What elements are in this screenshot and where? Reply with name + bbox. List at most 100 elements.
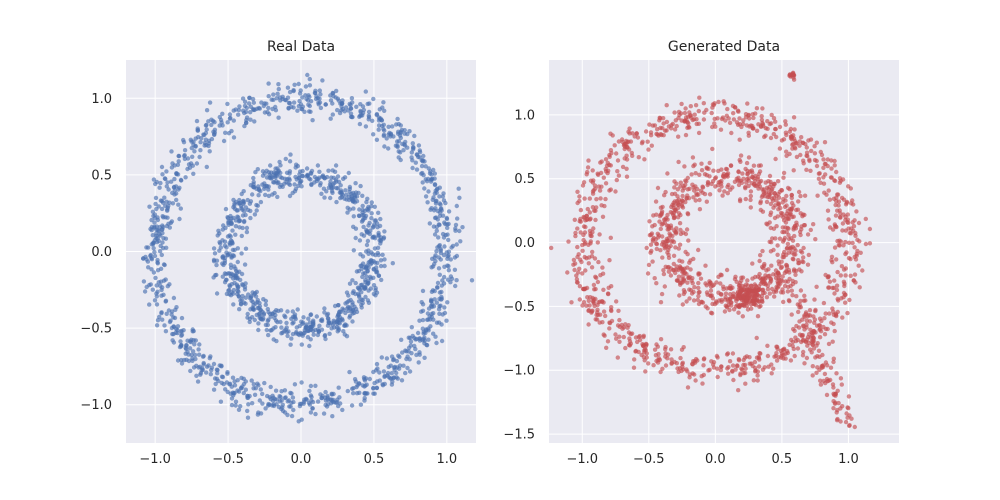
scatter-point	[701, 372, 706, 378]
scatter-point	[303, 93, 308, 98]
scatter-point	[716, 99, 721, 105]
scatter-point	[806, 340, 812, 346]
scatter-point	[372, 218, 377, 223]
scatter-point	[419, 300, 424, 305]
scatter-point	[689, 278, 694, 283]
scatter-point	[571, 262, 576, 267]
scatter-point	[603, 313, 608, 319]
scatter-point	[648, 130, 654, 135]
scatter-point	[691, 289, 696, 295]
scatter-point	[426, 337, 431, 342]
scatter-point	[287, 159, 293, 164]
scatter-point	[231, 287, 236, 293]
scatter-point	[781, 175, 786, 180]
scatter-point	[237, 218, 243, 223]
scatter-point	[586, 158, 591, 163]
scatter-point	[674, 264, 679, 269]
scatter-point	[624, 157, 630, 162]
scatter-point	[730, 363, 736, 368]
scatter-point	[794, 294, 799, 299]
scatter-point	[590, 168, 595, 173]
scatter-point	[305, 173, 310, 178]
scatter-point	[369, 204, 374, 209]
scatter-point	[358, 263, 363, 269]
scatter-point	[742, 355, 748, 360]
scatter-point	[276, 86, 281, 92]
scatter-point	[275, 194, 280, 200]
scatter-point	[765, 343, 770, 348]
y-tick-label: −1.5	[503, 428, 535, 443]
scatter-point	[773, 126, 778, 132]
scatter-point	[839, 195, 845, 201]
scatter-point	[844, 199, 850, 205]
scatter-point	[389, 371, 394, 376]
scatter-point	[827, 279, 833, 284]
scatter-point	[351, 206, 356, 211]
scatter-point	[329, 326, 334, 331]
scatter-point	[796, 309, 801, 315]
scatter-point	[683, 182, 688, 187]
scatter-point	[330, 190, 335, 195]
scatter-point	[739, 278, 744, 283]
scatter-point	[150, 287, 155, 292]
scatter-point	[337, 309, 342, 314]
scatter-point	[697, 289, 702, 295]
scatter-point	[371, 224, 376, 229]
scatter-point	[256, 321, 261, 326]
scatter-point	[284, 180, 289, 185]
scatter-point	[648, 232, 654, 237]
scatter-point	[846, 240, 852, 245]
scatter-point	[283, 314, 288, 320]
scatter-point	[814, 370, 819, 375]
scatter-point	[162, 262, 167, 268]
scatter-point	[831, 385, 836, 390]
scatter-point	[673, 118, 678, 123]
scatter-point	[330, 91, 336, 96]
scatter-point	[736, 109, 741, 114]
scatter-point	[786, 216, 791, 222]
scatter-point	[209, 367, 214, 373]
scatter-point	[386, 374, 391, 380]
scatter-point	[245, 408, 250, 414]
scatter-point	[597, 232, 602, 237]
scatter-point	[410, 165, 415, 171]
scatter-point	[761, 187, 766, 192]
scatter-point	[728, 187, 733, 192]
scatter-point	[273, 166, 278, 171]
scatter-point	[339, 316, 345, 322]
scatter-point	[227, 116, 233, 121]
scatter-point	[744, 160, 750, 166]
scatter-point	[860, 268, 865, 273]
scatter-point	[775, 179, 781, 184]
scatter-point	[268, 328, 273, 333]
scatter-point	[400, 350, 405, 355]
scatter-point	[325, 397, 331, 402]
scatter-point	[717, 188, 722, 193]
scatter-point	[791, 214, 796, 219]
scatter-point	[589, 265, 595, 270]
scatter-point	[273, 388, 279, 393]
scatter-point	[626, 342, 632, 348]
scatter-point	[431, 167, 436, 173]
scatter-point	[832, 278, 837, 283]
scatter-point	[651, 213, 656, 218]
scatter-point	[247, 95, 252, 101]
scatter-point	[701, 101, 706, 106]
scatter-point	[414, 352, 419, 358]
scatter-point	[769, 286, 775, 292]
scatter-point	[185, 338, 190, 343]
scatter-point	[305, 72, 310, 78]
scatter-point	[791, 115, 797, 120]
scatter-point	[661, 121, 666, 126]
scatter-point	[661, 133, 666, 138]
scatter-point	[604, 345, 609, 350]
scatter-point	[169, 149, 174, 154]
scatter-point	[784, 203, 789, 208]
scatter-point	[351, 391, 356, 396]
scatter-point	[736, 388, 741, 393]
scatter-point	[746, 183, 751, 189]
scatter-point	[241, 381, 247, 387]
scatter-point	[407, 335, 413, 341]
scatter-point	[314, 314, 319, 319]
